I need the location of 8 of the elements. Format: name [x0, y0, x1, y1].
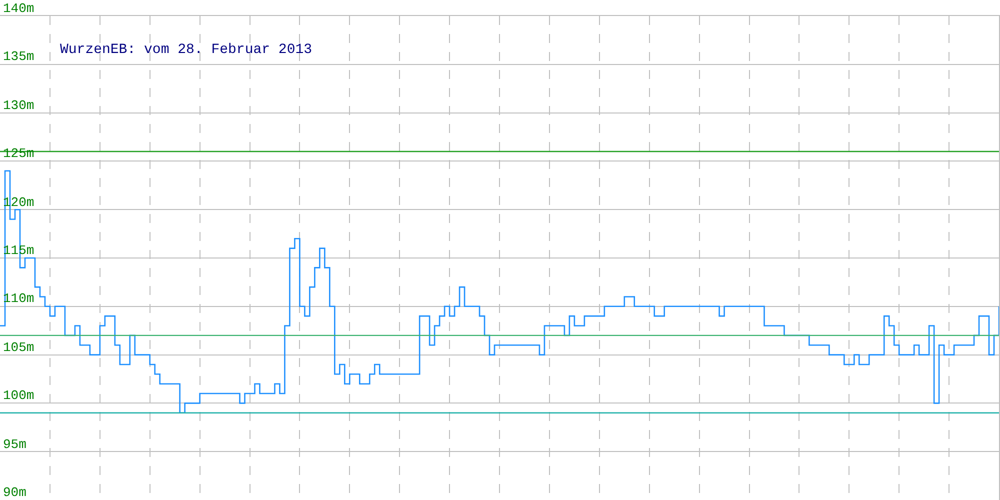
y-tick-label: 95m: [3, 437, 27, 452]
y-tick-label: 130m: [3, 98, 34, 113]
y-tick-label: 135m: [3, 49, 34, 64]
y-tick-label: 90m: [3, 485, 27, 500]
y-tick-label: 100m: [3, 388, 34, 403]
text: WurzenEB: vom 28. Februar 2013: [60, 42, 312, 58]
y-tick-label: 105m: [3, 340, 34, 355]
y-tick-label: 140m: [3, 1, 34, 16]
